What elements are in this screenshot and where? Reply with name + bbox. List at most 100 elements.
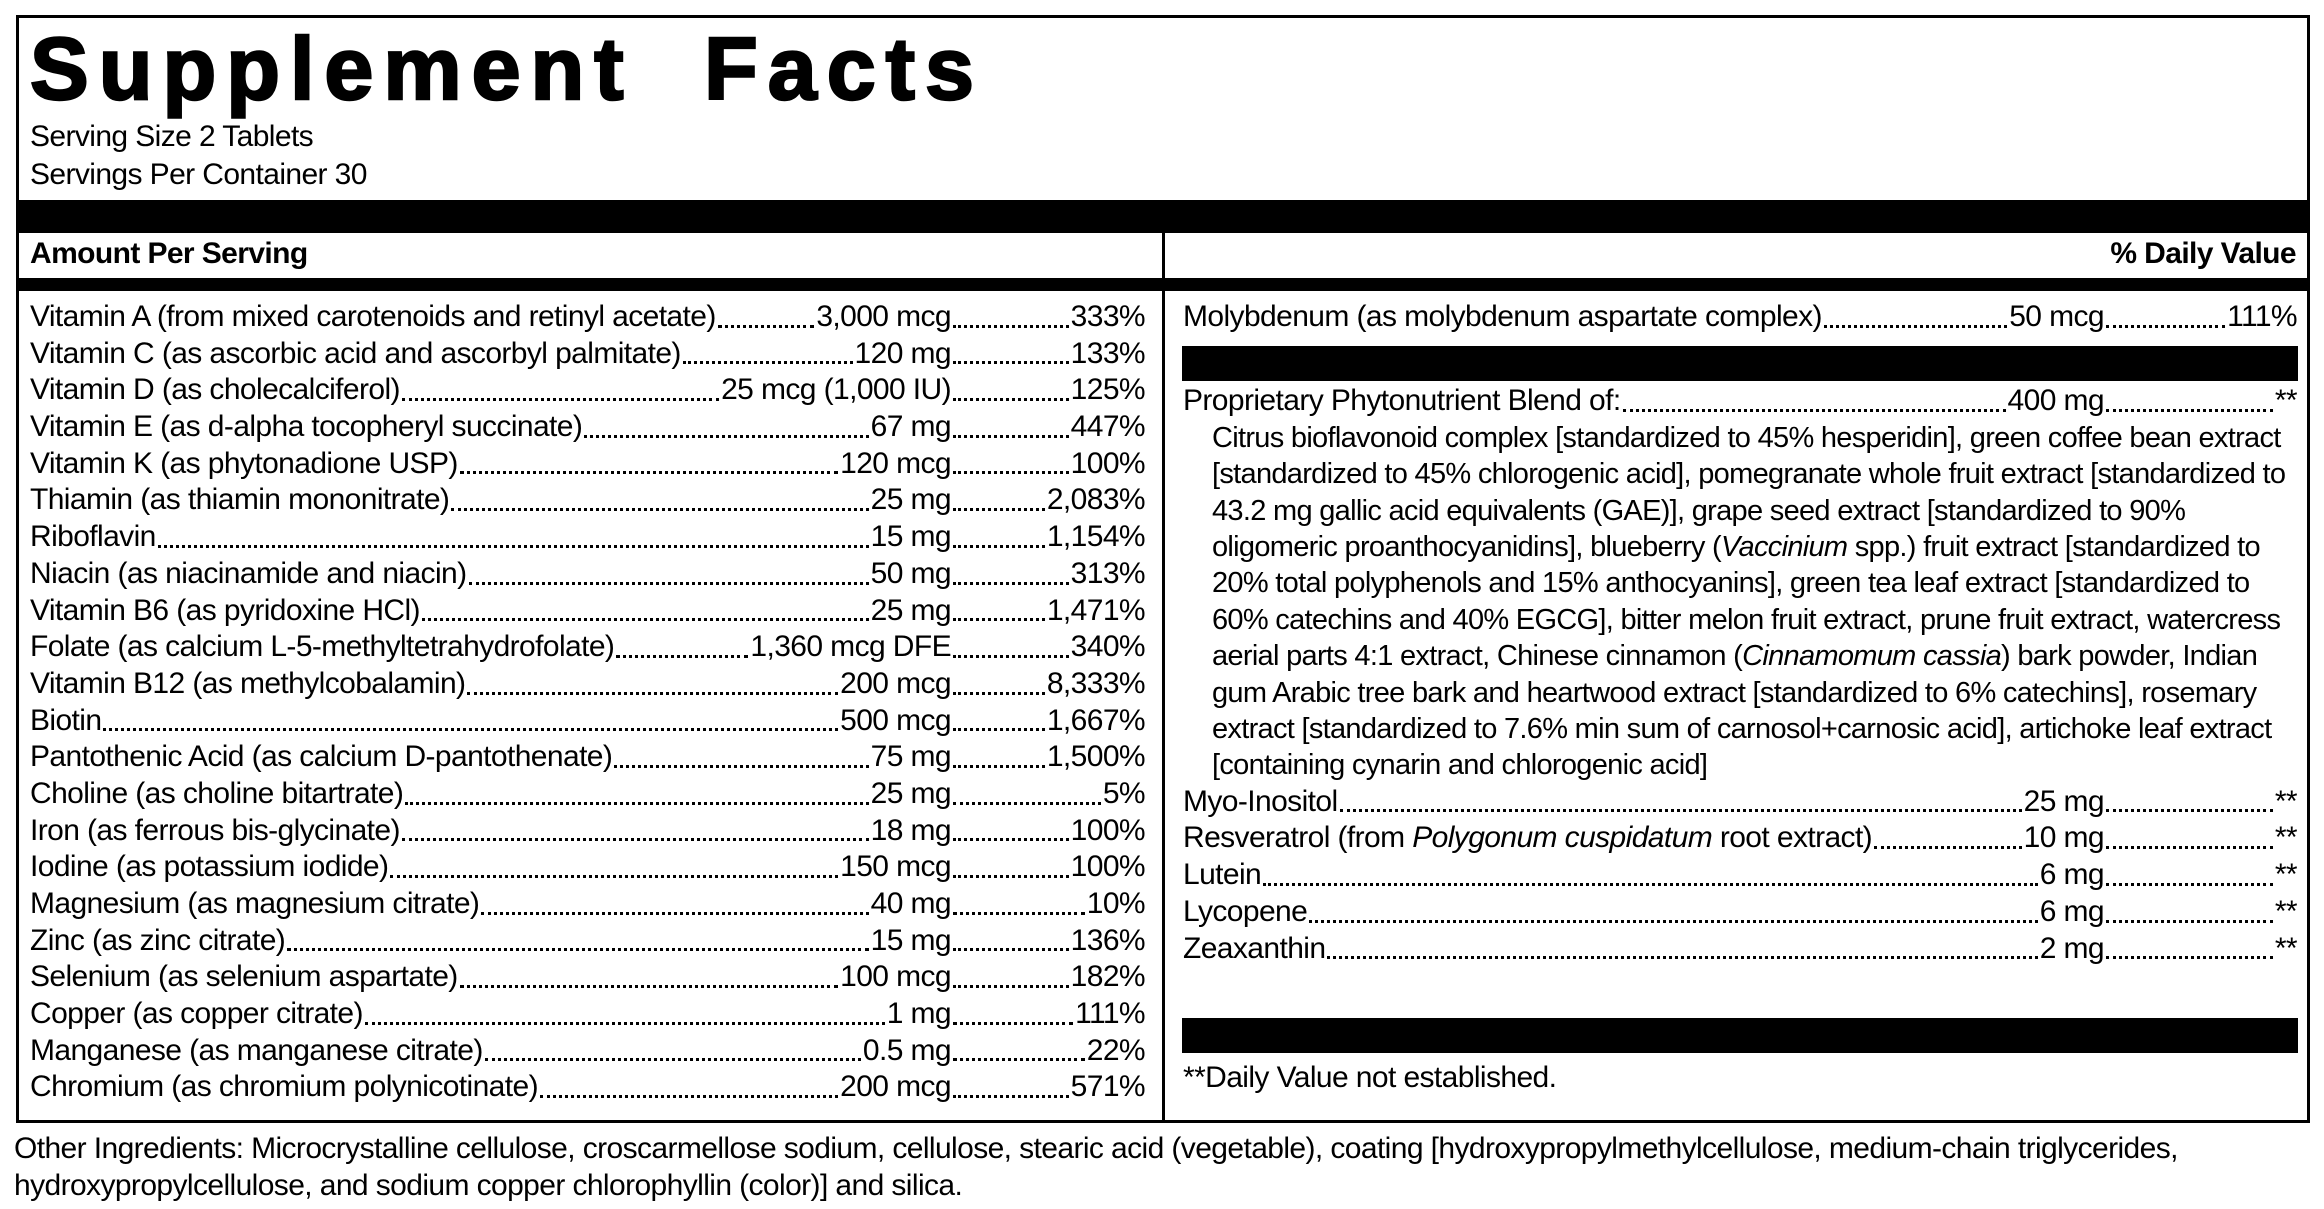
amount: 25 mg [2023, 784, 2105, 818]
row-main: Myo-Inositol 25 mg [1183, 784, 2105, 821]
dot-leader [467, 691, 839, 695]
nutrient-name: Copper (as copper citrate) [30, 997, 363, 1031]
amount: 75 mg [870, 740, 952, 774]
daily-value: ** [2274, 931, 2298, 965]
row-main: Biotin 500 mcg [30, 703, 952, 740]
amount: 25 mg [870, 483, 952, 517]
row-main: Niacin (as niacinamide and niacin) 50 mg [30, 556, 952, 593]
dot-leader [2106, 324, 2226, 328]
dot-leader [953, 764, 1045, 768]
dot-leader [953, 324, 1069, 328]
row-dv: 571% [951, 1069, 1146, 1106]
row-main: Riboflavin 15 mg [30, 519, 952, 556]
daily-value: 125% [1070, 373, 1146, 407]
dot-leader [953, 985, 1069, 989]
nutrient-row: Copper (as copper citrate) 1 mg 111% [30, 996, 1146, 1033]
nutrient-name: Niacin (as niacinamide and niacin) [30, 556, 467, 590]
nutrient-name: Iodine (as potassium iodide) [30, 850, 389, 884]
nutrient-row: Niacin (as niacinamide and niacin) 50 mg 3… [30, 556, 1146, 593]
row-dv: 22% [951, 1033, 1146, 1070]
nutrient-row: Manganese (as manganese citrate) 0.5 mg 22… [30, 1033, 1146, 1070]
nutrient-row: Pantothenic Acid (as calcium D-pantothen… [30, 739, 1146, 776]
amount: 50 mcg [2009, 300, 2104, 333]
amount: 25 mcg (1,000 IU) [721, 373, 952, 407]
nutrient-row: Thiamin (as thiamin mononitrate) 25 mg 2,0… [30, 482, 1146, 519]
dot-leader [364, 1021, 885, 1025]
amount: 40 mg [870, 887, 952, 920]
nutrient-row: Iodine (as potassium iodide) 150 mcg 100% [30, 849, 1146, 886]
row-main: Zeaxanthin 2 mg [1183, 931, 2105, 968]
title: Supplement Facts [29, 18, 984, 120]
daily-value: ** [2274, 384, 2298, 417]
dot-leader [953, 948, 1069, 952]
nutrient-row: Molybdenum (as molybdenum aspartate comp… [1183, 299, 2298, 336]
dot-leader [584, 434, 869, 438]
row-dv: 111% [951, 996, 1146, 1033]
amount: 2 mg [2039, 931, 2105, 965]
section-bar [16, 200, 2310, 233]
nutrient-name: Molybdenum (as molybdenum aspartate comp… [1183, 300, 1823, 333]
daily-value: 340% [1070, 630, 1146, 664]
amount: 150 mcg [840, 850, 951, 884]
nutrient-row: Lycopene 6 mg ** [1183, 894, 2298, 931]
left-column: Vitamin A (from mixed carotenoids and re… [30, 299, 1146, 1106]
nutrient-row: Riboflavin 15 mg 1,154% [30, 519, 1146, 556]
row-dv: 100% [951, 813, 1146, 850]
row-main: Selenium (as selenium aspartate) 100 mcg [30, 959, 952, 996]
dot-leader [1327, 956, 2038, 960]
row-main: Choline (as choline bitartrate) 25 mg [30, 776, 952, 813]
nutrient-name: Vitamin K (as phytonadione USP) [30, 446, 458, 480]
nutrient-row: Iron (as ferrous bis-glycinate) 18 mg 100% [30, 813, 1146, 850]
nutrient-row: Selenium (as selenium aspartate) 100 mcg 1… [30, 959, 1146, 996]
amount: 50 mg [870, 556, 952, 590]
text-segment: Resveratrol (from [1183, 821, 1413, 855]
row-main: Copper (as copper citrate) 1 mg [30, 996, 952, 1033]
dot-leader [1874, 846, 2022, 850]
dot-leader [953, 911, 1085, 915]
dot-leader [953, 838, 1069, 842]
daily-value: ** [2274, 784, 2298, 818]
dot-leader [953, 1095, 1069, 1099]
nutrient-row: Resveratrol (from Polygonum cuspidatum r… [1183, 820, 2298, 857]
row-dv: 10% [951, 886, 1146, 923]
row-main: Iodine (as potassium iodide) 150 mcg [30, 849, 952, 886]
nutrient-row: Zeaxanthin 2 mg ** [1183, 931, 2298, 968]
text-segment: Vaccinium [1720, 530, 1848, 563]
daily-value: 100% [1070, 446, 1146, 480]
dot-leader [401, 838, 869, 842]
row-main: Vitamin E (as d-alpha tocopheryl succina… [30, 409, 952, 446]
row-dv: 100% [951, 849, 1146, 886]
dot-leader [953, 544, 1045, 548]
row-dv: ** [2104, 383, 2298, 420]
row-dv: ** [2104, 857, 2298, 894]
nutrient-name: Resveratrol (from Polygonum cuspidatum r… [1183, 820, 1873, 857]
amount: 15 mg [870, 520, 952, 554]
dot-leader [953, 691, 1045, 695]
amount: 6 mg [2039, 894, 2105, 928]
dot-leader [953, 654, 1069, 658]
dot-leader [2106, 882, 2273, 886]
daily-value: 133% [1070, 336, 1146, 370]
row-dv: ** [2104, 820, 2298, 857]
dot-leader [468, 581, 869, 585]
row-dv: 111% [2104, 299, 2298, 336]
row-main: Zinc (as zinc citrate) 15 mg [30, 923, 952, 960]
row-dv: 133% [951, 336, 1146, 373]
daily-value: 100% [1070, 850, 1146, 884]
row-main: Folate (as calcium L-5-methyltetrahydrof… [30, 629, 952, 666]
daily-value: 1,154% [1046, 520, 1146, 554]
daily-value: ** [2274, 821, 2298, 855]
serving-size: Serving Size 2 Tablets [30, 120, 314, 153]
dot-leader [2106, 809, 2273, 813]
daily-value: 447% [1070, 410, 1146, 444]
nutrient-row: Folate (as calcium L-5-methyltetrahydrof… [30, 629, 1146, 666]
row-dv: 5% [951, 776, 1146, 813]
dot-leader [953, 398, 1069, 402]
section-bar [1182, 1018, 2298, 1053]
amount: 10 mg [2023, 821, 2105, 855]
dot-leader [157, 544, 869, 548]
row-main: Magnesium (as magnesium citrate) 40 mg [30, 886, 952, 923]
nutrient-row: Choline (as choline bitartrate) 25 mg 5% [30, 776, 1146, 813]
dot-leader [484, 1058, 861, 1062]
daily-value: 571% [1070, 1070, 1146, 1104]
